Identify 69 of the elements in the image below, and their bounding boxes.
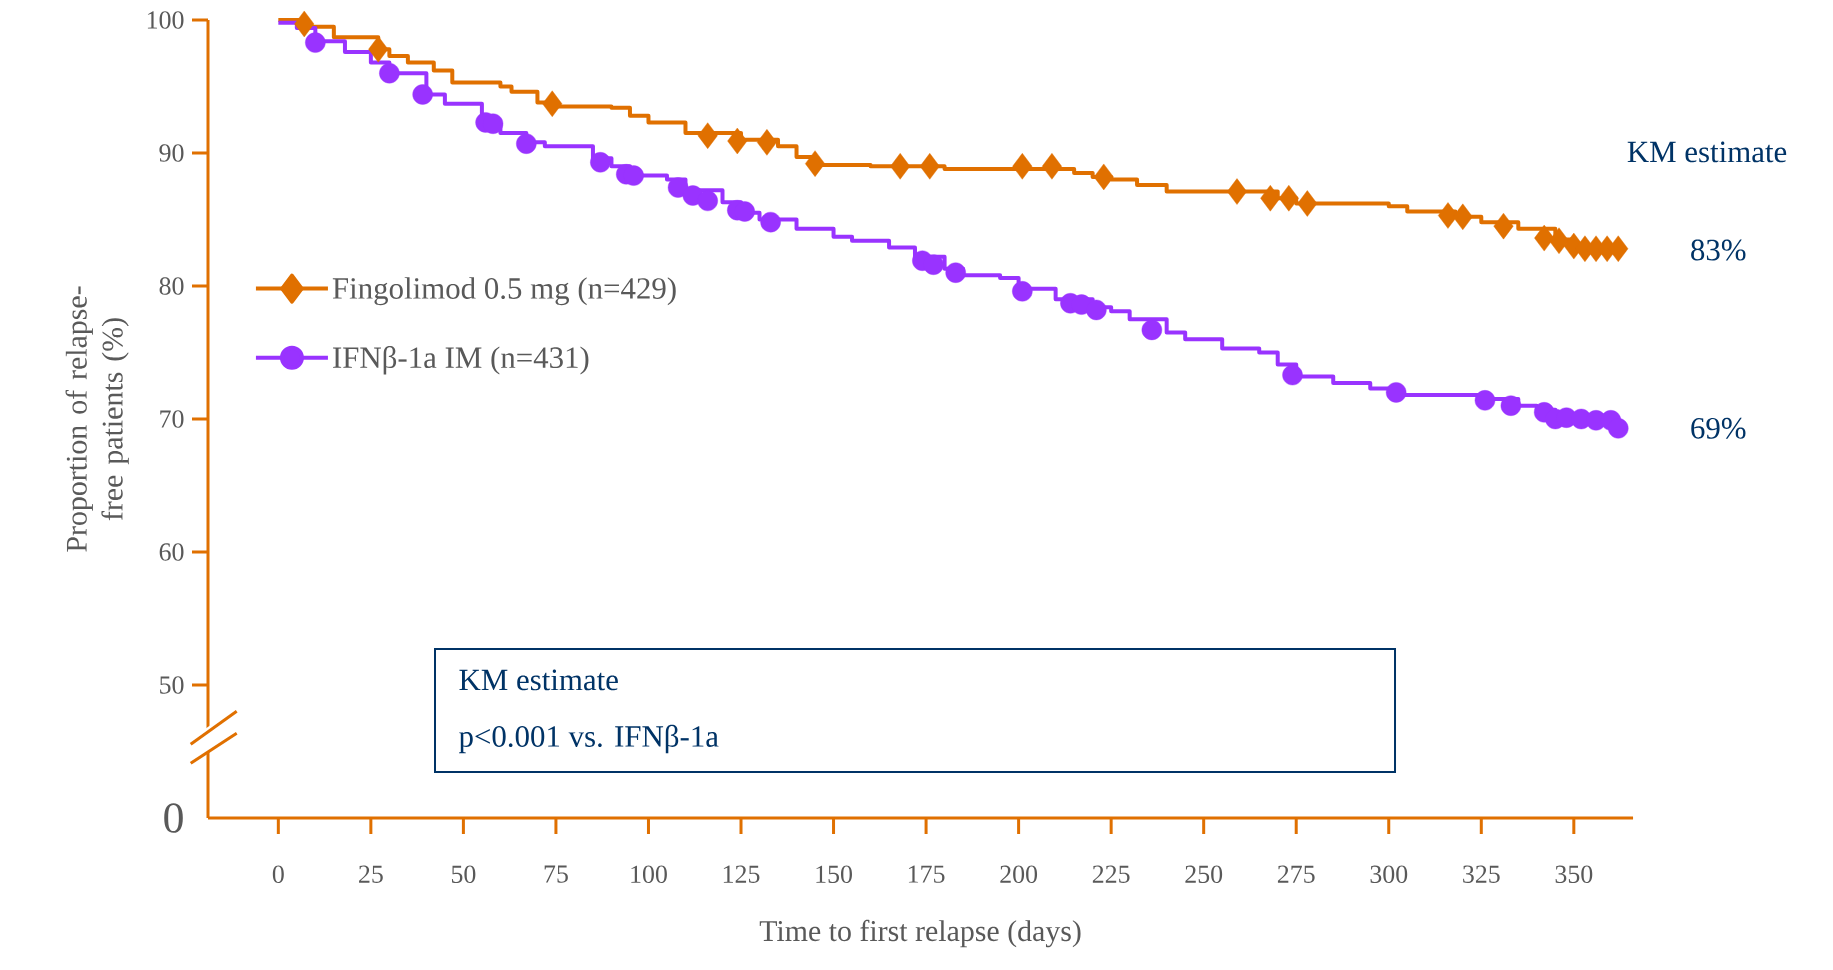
point [516,133,537,154]
point [1549,227,1569,254]
point [919,153,940,180]
point [542,90,563,117]
point [805,150,825,177]
point [923,254,944,275]
text: 0 [164,803,183,833]
y-tick-label: 90 [159,144,184,162]
x-tick-label: 150 [816,865,852,883]
point [1282,364,1303,386]
point [1608,418,1629,439]
x-tick-label: 50 [451,865,476,883]
y-axis-title: Proportion of relapse-free patients (%) [65,286,129,552]
point [1012,153,1033,180]
x-tick-label: 250 [1185,865,1223,883]
point [1474,390,1496,411]
point [1093,163,1114,191]
point [756,129,777,156]
point [890,153,911,180]
x-tick-label: 125 [723,865,760,883]
point [590,152,611,173]
annotation: KM estimate [1627,141,1787,163]
annotation: 69% [1691,417,1746,439]
point [294,10,315,38]
point [1227,178,1247,205]
point [697,122,718,149]
point [1012,281,1033,302]
legend-label: IFNβ-1a IM (n=431) [333,346,589,375]
annotation: 83% [1691,239,1746,261]
point [1385,382,1407,403]
y-tick-label: 50 [160,676,184,694]
annotation: p<0.001 vs. IFNβ-1a [459,724,719,754]
point [1260,185,1281,212]
point [1041,153,1062,180]
y-tick-label: 100 [147,11,184,29]
y-tick-label: 80 [159,277,184,295]
point [760,211,781,233]
x-tick-label: 275 [1277,865,1315,883]
point [697,190,718,212]
x-tick-label: 350 [1555,865,1593,883]
point [1086,299,1107,321]
x-tick-label: 325 [1463,865,1500,883]
point [1438,202,1458,229]
point [1534,224,1555,252]
point [1493,212,1514,240]
point [1500,395,1522,416]
y-tick-label: 60 [159,543,184,561]
x-tick-label: 0 [272,865,284,883]
point [945,262,966,283]
point [1297,190,1318,217]
point [305,32,326,53]
x-tick-label: 225 [1092,865,1130,883]
y-tick-label: 70 [160,410,184,428]
point [1452,203,1473,231]
point [1141,319,1163,341]
legend-label: Fingolimod 0.5 mg (n=429) [332,277,676,306]
point [412,84,433,105]
point [368,36,389,63]
x-axis-title: Time to first relapse (days) [759,919,1081,948]
x-tick-label: 75 [544,865,568,883]
x-tick-label: 100 [631,865,667,883]
point [1278,185,1299,212]
x-tick-label: 300 [1370,865,1408,883]
x-tick-label: 25 [359,865,383,883]
point [727,127,748,155]
x-tick-label: 175 [908,865,945,883]
point [379,62,400,84]
annotation: KM estimate [459,669,618,691]
x-tick-label: 200 [1000,865,1038,883]
